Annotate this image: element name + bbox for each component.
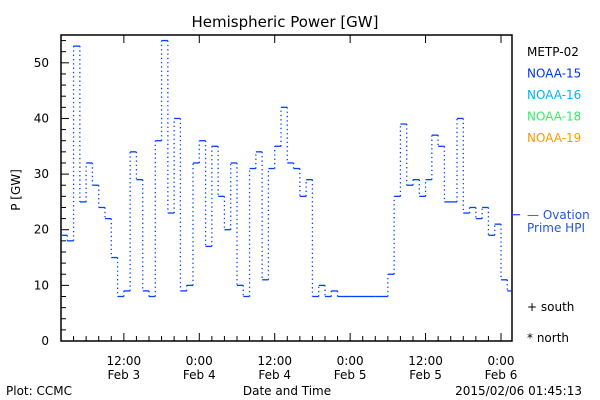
y-tick-label: 50 (34, 56, 49, 70)
legend-item-metp-02: METP-02 (527, 45, 579, 59)
ovation-label: — Ovation (527, 208, 590, 222)
plot-frame (60, 34, 513, 342)
x-tick-date: Feb 4 (258, 368, 291, 382)
x-tick-time: 0:00 (186, 354, 213, 368)
chart-title: Hemispheric Power [GW] (192, 13, 379, 31)
legend-item-noaa-15: NOAA-15 (527, 67, 581, 81)
series-noaa-15 (61, 39, 512, 298)
ovation-label-2: Prime HPI (527, 221, 585, 235)
plot-credit: Plot: CCMC (6, 384, 72, 398)
legend-item-noaa-16: NOAA-16 (527, 88, 581, 102)
x-tick-time: 12:00 (408, 354, 443, 368)
y-tick-label: 30 (34, 167, 49, 181)
legend-item-noaa-18: NOAA-18 (527, 110, 581, 124)
x-tick-time: 0:00 (337, 354, 364, 368)
x-tick-time: 0:00 (488, 354, 515, 368)
plot-timestamp: 2015/02/06 01:45:13 (455, 384, 582, 398)
x-tick-date: Feb 3 (108, 368, 141, 382)
y-tick-labels: 0 10 20 30 40 50 (34, 56, 49, 348)
legend: METP-02 NOAA-15 NOAA-16 NOAA-18 NOAA-19 (527, 45, 581, 145)
legend-item-noaa-19: NOAA-19 (527, 131, 581, 145)
x-axis-label: Date and Time (243, 384, 331, 398)
x-tick-date: Feb 6 (485, 368, 518, 382)
y-tick-label: 20 (34, 223, 49, 237)
x-tick-time: 12:00 (257, 354, 292, 368)
x-tick-date: Feb 5 (409, 368, 442, 382)
y-tick-label: 40 (34, 111, 49, 125)
north-marker-label: * north (527, 331, 569, 345)
y-tick-label: 10 (34, 278, 49, 292)
y-axis-label: P [GW] (9, 169, 23, 211)
x-tick-date: Feb 5 (334, 368, 367, 382)
south-marker-label: + south (527, 300, 574, 314)
x-tick-date: Feb 4 (183, 368, 216, 382)
y-tick-label: 0 (41, 334, 49, 348)
axes (60, 34, 513, 342)
x-tick-time: 12:00 (107, 354, 142, 368)
